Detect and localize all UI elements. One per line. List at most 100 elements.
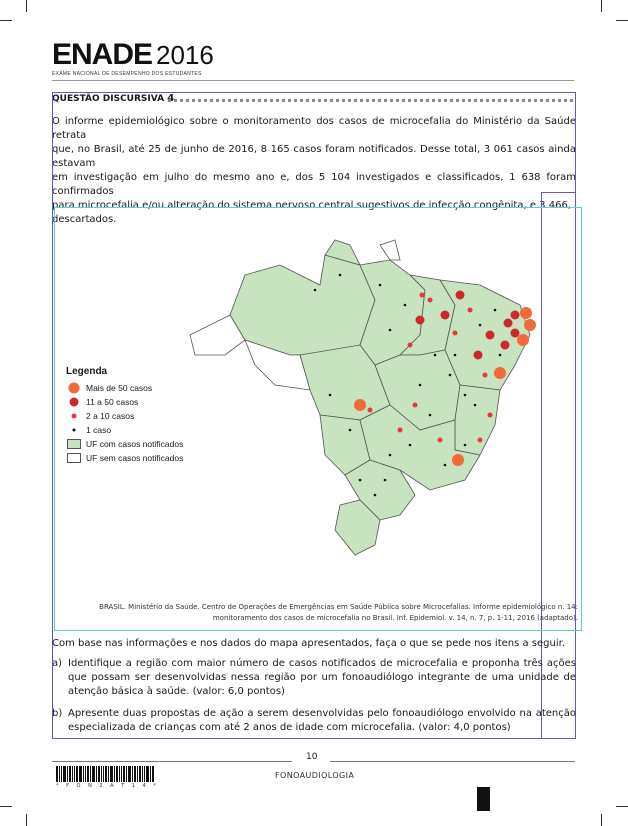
case-marker-single <box>443 463 447 467</box>
barcode-number: * F O N 2 A T 1 4 * <box>56 783 159 789</box>
logo-main: ENADE <box>52 38 153 71</box>
green-box-icon <box>66 438 82 450</box>
case-marker-large <box>494 367 506 379</box>
map-frame <box>54 207 582 631</box>
barcode <box>56 766 154 782</box>
selection-frame <box>52 92 576 193</box>
legend-label: Mais de 50 casos <box>86 383 153 393</box>
case-marker-small <box>419 292 425 298</box>
case-marker-single <box>453 353 457 357</box>
item-text: Identifique a região com maior número de… <box>68 658 576 697</box>
small-red-circle-icon <box>66 410 82 422</box>
selection-frame <box>52 738 575 739</box>
question-items: a) Identifique a região com maior número… <box>52 657 576 735</box>
logo-subtitle: EXAME NACIONAL DE DESEMPENHO DOS ESTUDAN… <box>52 71 202 77</box>
legend-label: 1 caso <box>86 425 112 435</box>
paragraph-line: em investigação em julho do mesmo ano e,… <box>52 172 576 197</box>
crop-mark <box>616 20 628 21</box>
question-item-a: a) Identifique a região com maior número… <box>52 657 576 699</box>
dotted-rule <box>168 99 573 102</box>
caption-line: BRASIL. Ministério da Saúde. Centro de O… <box>99 603 578 611</box>
case-marker-single <box>498 353 502 357</box>
legend-label: 11 a 50 casos <box>86 397 139 407</box>
case-marker-medium <box>500 340 510 350</box>
case-marker-small <box>412 402 418 408</box>
item-label: b) <box>52 708 63 719</box>
legend-label: UF com casos notificados <box>86 439 184 449</box>
case-marker-medium <box>473 350 483 360</box>
legend-item: Mais de 50 casos <box>66 381 183 395</box>
case-marker-single <box>313 288 317 292</box>
case-marker-small <box>482 372 488 378</box>
map-caption: BRASIL. Ministério da Saúde. Centro de O… <box>74 602 578 624</box>
state-region <box>324 239 361 266</box>
state-region <box>229 254 376 356</box>
legend-label: 2 a 10 casos <box>86 411 135 421</box>
case-marker-single <box>328 393 332 397</box>
case-marker-large <box>524 319 536 331</box>
case-marker-large <box>517 334 529 346</box>
legend-item: 11 a 50 casos <box>66 395 183 409</box>
case-marker-single <box>473 403 477 407</box>
case-marker-single <box>418 383 422 387</box>
caption-line: monitoramento dos casos de microcefalia … <box>212 614 578 622</box>
case-marker-single <box>383 478 387 482</box>
case-marker-small <box>467 307 473 313</box>
legend-label: UF sem casos notificados <box>86 453 184 463</box>
case-marker-medium <box>415 315 425 325</box>
case-marker-single <box>463 393 467 397</box>
state-region <box>439 279 531 391</box>
enade-logo: ENADE 2016 EXAME NACIONAL DE DESEMPENHO D… <box>52 38 214 77</box>
case-marker-single <box>373 493 377 497</box>
case-marker-medium <box>503 318 513 328</box>
case-marker-medium <box>510 328 520 338</box>
question-paragraph: O informe epidemiológico sobre o monitor… <box>52 115 576 227</box>
case-marker-single <box>358 478 362 482</box>
case-marker-small <box>367 407 373 413</box>
case-marker-small <box>487 412 493 418</box>
case-marker-small <box>437 437 443 443</box>
crop-mark <box>26 0 27 12</box>
state-region <box>334 499 381 556</box>
legend-item: 1 caso <box>66 423 183 437</box>
question-number: 4 <box>167 93 175 104</box>
case-marker-single <box>388 453 392 457</box>
case-marker-small <box>427 297 433 303</box>
question-title: QUESTÃO DISCURSIVA 4 <box>52 93 174 104</box>
item-text: Apresente duas propostas de ação a serem… <box>68 708 576 733</box>
case-marker-single <box>478 323 482 327</box>
case-marker-single <box>433 353 437 357</box>
state-region <box>454 384 501 456</box>
selection-frame <box>541 192 576 739</box>
logo-year: 2016 <box>156 40 214 70</box>
white-box-icon <box>66 452 82 464</box>
case-marker-single <box>338 273 342 277</box>
map-legend: Legenda Mais de 50 casos 11 a 50 casos 2… <box>66 366 183 465</box>
question-prompt: Com base nas informações e nos dados do … <box>52 638 565 649</box>
legend-item: UF sem casos notificados <box>66 451 183 465</box>
crop-mark <box>616 806 628 807</box>
page-number: 10 <box>306 752 318 762</box>
case-marker-small <box>452 330 458 336</box>
black-dot-icon <box>66 424 82 436</box>
case-marker-single <box>493 308 497 312</box>
large-orange-circle-icon <box>66 382 82 394</box>
legend-item: 2 a 10 casos <box>66 409 183 423</box>
question-item-b: b) Apresente duas propostas de ação a se… <box>52 707 576 735</box>
state-region-empty <box>189 314 246 356</box>
course-name: FONOAUDIOLOGIA <box>275 771 355 780</box>
case-marker-large <box>354 399 366 411</box>
crop-mark <box>26 814 27 826</box>
state-region-empty <box>244 339 311 391</box>
state-region-empty <box>379 239 401 261</box>
paragraph-line: para microcefalia e/ou alteração do sist… <box>52 200 571 211</box>
crop-mark <box>601 814 602 826</box>
brazil-map <box>189 239 536 556</box>
case-marker-small <box>397 427 403 433</box>
case-marker-large <box>452 454 464 466</box>
case-marker-single <box>463 443 467 447</box>
legend-item: UF com casos notificados <box>66 437 183 451</box>
state-region <box>359 404 481 491</box>
case-marker-medium <box>440 310 450 320</box>
case-marker-single <box>378 283 382 287</box>
